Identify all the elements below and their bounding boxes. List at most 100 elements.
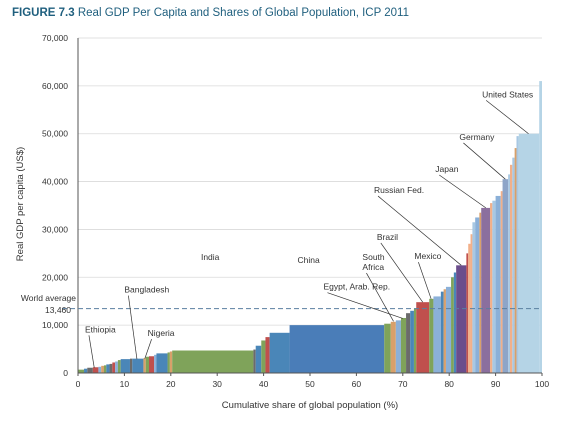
bar [492,200,496,373]
bar [410,310,414,373]
bar [395,320,401,373]
bar [470,234,473,373]
bar [109,363,113,373]
bar [156,353,168,373]
annotation-label: China [297,255,319,265]
bar [443,289,446,373]
bar [479,212,482,373]
x-tick-label: 70 [398,379,408,389]
bar [172,350,254,373]
bar [269,332,290,373]
world-average-reference: World average 13,460 [21,293,542,315]
bar [143,358,146,373]
bar [78,369,85,373]
bar [384,323,391,373]
annotation-label: United States [482,89,533,99]
annotations: Ethiopia Bangladesh Nigeria India China South… [85,89,533,368]
x-tick-label: 30 [212,379,222,389]
bar [400,317,407,373]
bars [78,81,542,374]
annotation-label: India [201,252,220,262]
bar [132,358,144,373]
x-tick-label: 80 [444,379,454,389]
x-tick-label: 50 [305,379,315,389]
bar [500,191,503,373]
bar [154,354,157,373]
bar [169,351,173,373]
annotation-leader [144,339,152,359]
annotation-leader [485,100,529,134]
annotation-label: Bangladesh [124,285,169,295]
annotation-leader [439,174,487,209]
x-tick-label: 20 [166,379,176,389]
bar [92,367,99,373]
bar [445,286,452,373]
bar [112,362,116,373]
annotation-label: Mexico [414,251,441,261]
bar [475,217,480,373]
annotation-leader [128,295,138,360]
bar [539,81,542,374]
annotation-label: Brazil [377,232,398,242]
bar [472,222,476,373]
bar [451,277,454,373]
bar [129,358,133,373]
y-tick-label: 0 [63,368,68,378]
annotation-leader [366,272,394,322]
bar [518,133,540,373]
annotation-label: Africa [362,262,384,272]
bar [255,345,262,373]
bar [508,174,510,373]
bar [289,325,385,373]
annotation-label: Germany [459,132,495,142]
x-tick-label: 10 [120,379,130,389]
bar [514,148,517,373]
bar [481,207,491,373]
world-average-value: 13,460 [45,305,71,315]
x-axis-title: Cumulative share of global population (%… [222,400,398,411]
x-tick-label: 0 [76,379,81,389]
annotation-leader [418,261,432,299]
bar [416,302,430,373]
world-average-label: World average [21,293,76,303]
y-tick-label: 60,000 [42,81,68,91]
bar [145,356,149,373]
bar [103,365,107,373]
annotation-leader [88,335,95,368]
annotation-label: Ethiopia [85,324,116,334]
bar [261,340,266,373]
bar [148,356,155,373]
annotation-label: South [362,252,384,262]
bar [265,337,270,373]
bar [115,361,118,373]
bar [101,365,104,373]
y-axis-title: Real GDP per capita (US$) [15,147,26,261]
bar [117,360,121,373]
figure-title-text: Real GDP Per Capita and Shares of Global… [77,7,409,19]
bar [87,367,93,373]
x-tick-label: 90 [491,379,501,389]
bar [502,179,509,373]
annotation-label: Japan [435,164,458,174]
figure-label: FIGURE 7.3 [12,7,75,19]
bar [509,164,513,373]
y-tick-label: 40,000 [42,177,68,187]
y-tick-label: 50,000 [42,129,68,139]
bar [167,352,170,373]
annotation-leader [380,242,424,303]
annotation-label: Nigeria [148,328,175,338]
bar [466,253,469,373]
bar [98,366,102,373]
bar [413,308,417,373]
x-tick-label: 100 [535,379,549,389]
bar [495,195,501,373]
bar [120,359,130,373]
bar [516,136,519,373]
y-tick-label: 20,000 [42,272,68,282]
annotation-leader [377,195,462,266]
annotation-leader [463,142,506,180]
bar [512,157,515,373]
bar [429,298,434,373]
bar [433,296,441,373]
x-tick-label: 40 [259,379,269,389]
